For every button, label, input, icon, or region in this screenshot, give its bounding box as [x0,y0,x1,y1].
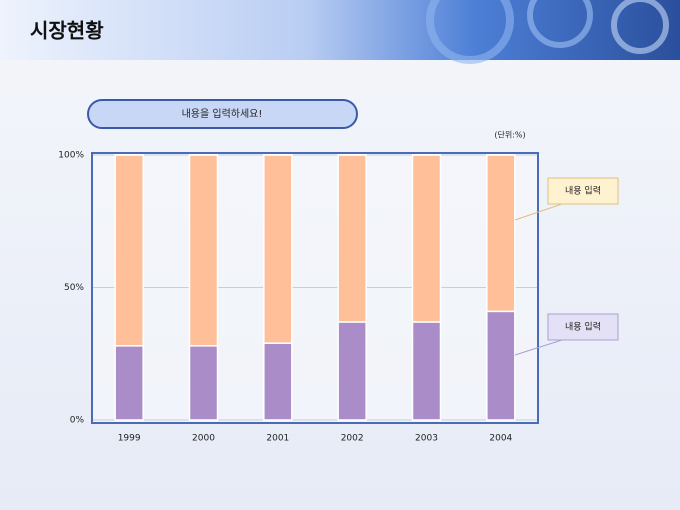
bar-segment [486,154,516,313]
y-tick-label: 50% [64,283,84,293]
banner-text: 내용을 입력하세요! [182,107,263,120]
slide-title: 시장현황 [30,19,104,43]
bar-segment [411,154,442,323]
callout-label: 내용 입력 [565,185,601,197]
plot-frame [91,152,539,424]
callout-pointer [514,203,563,221]
bar-segment [114,154,144,347]
unit-label: (단위:%) [494,130,525,140]
gear-decoration [527,0,593,48]
x-tick-label: 2000 [192,434,215,444]
y-tick-label: 100% [58,151,84,161]
callout-box [547,313,619,341]
callout-box [547,177,619,205]
gear-decoration [611,0,669,54]
y-tick-label: 0% [70,416,85,426]
gear-decoration [426,0,514,64]
bar-segment [337,321,367,421]
bar-segment [188,154,219,347]
x-tick-label: 2001 [266,434,289,444]
bar-segment [188,345,219,421]
bar-segment [263,154,293,344]
callout-label: 내용 입력 [565,321,601,333]
header-band [0,0,680,60]
banner-pill [87,99,358,129]
bar-segment [411,321,442,421]
callout-pointer [514,339,563,356]
bar-segment [337,154,367,323]
x-tick-label: 1999 [118,434,141,444]
x-tick-label: 2003 [415,434,438,444]
x-tick-label: 2002 [341,434,364,444]
bar-segment [486,310,516,421]
bar-segment [114,345,144,421]
x-tick-label: 2004 [489,434,512,444]
bar-segment [263,342,293,421]
